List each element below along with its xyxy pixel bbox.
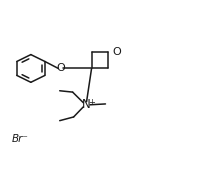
Text: N: N (82, 98, 91, 111)
Text: O: O (112, 46, 121, 57)
Text: +: + (88, 98, 95, 107)
Text: Br⁻: Br⁻ (12, 134, 29, 144)
Text: O: O (56, 63, 65, 74)
